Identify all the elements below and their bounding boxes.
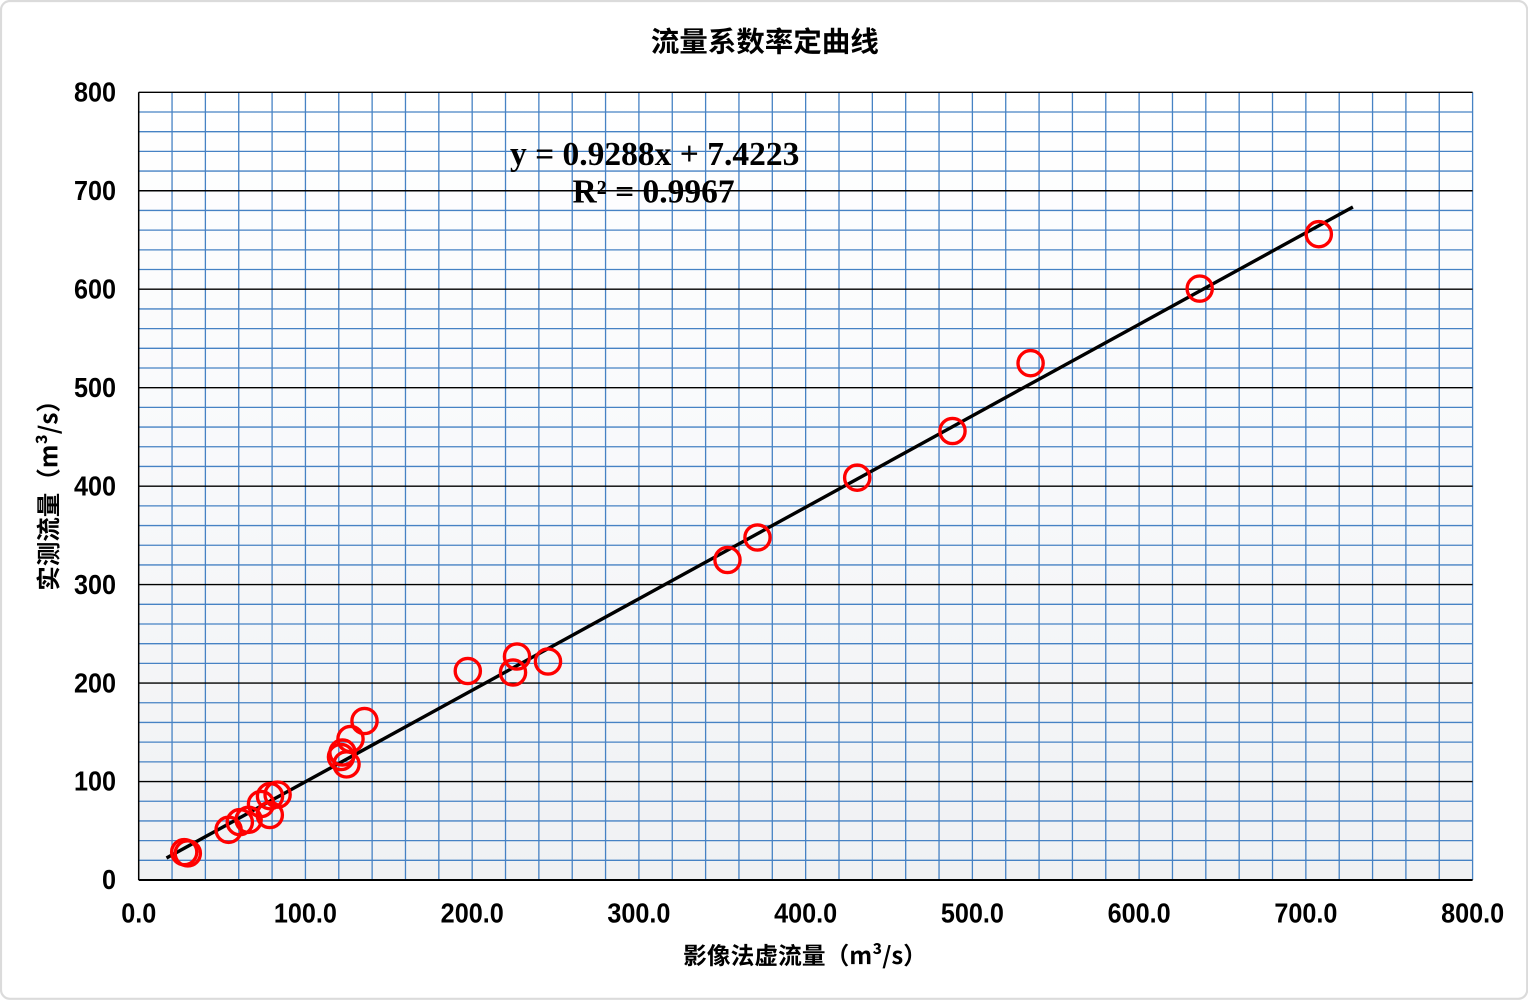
svg-text:600.0: 600.0 [1108, 897, 1171, 928]
svg-text:100: 100 [74, 766, 116, 797]
svg-text:200.0: 200.0 [441, 897, 504, 928]
svg-text:600: 600 [74, 273, 116, 304]
svg-text:300: 300 [74, 569, 116, 600]
svg-text:700: 700 [74, 175, 116, 206]
svg-text:300.0: 300.0 [607, 897, 670, 928]
svg-text:400: 400 [74, 470, 116, 501]
svg-text:500.0: 500.0 [941, 897, 1004, 928]
svg-text:100.0: 100.0 [274, 897, 337, 928]
svg-text:500: 500 [74, 372, 116, 403]
svg-text:700.0: 700.0 [1274, 897, 1337, 928]
svg-text:0: 0 [102, 864, 116, 895]
svg-text:R² = 0.9967: R² = 0.9967 [572, 174, 734, 211]
svg-text:800: 800 [74, 77, 116, 108]
svg-text:y = 0.9288x + 7.4223: y = 0.9288x + 7.4223 [510, 136, 799, 173]
svg-text:200: 200 [74, 667, 116, 698]
svg-text:400.0: 400.0 [774, 897, 837, 928]
svg-text:800.0: 800.0 [1441, 897, 1504, 928]
svg-text:0.0: 0.0 [121, 897, 156, 928]
